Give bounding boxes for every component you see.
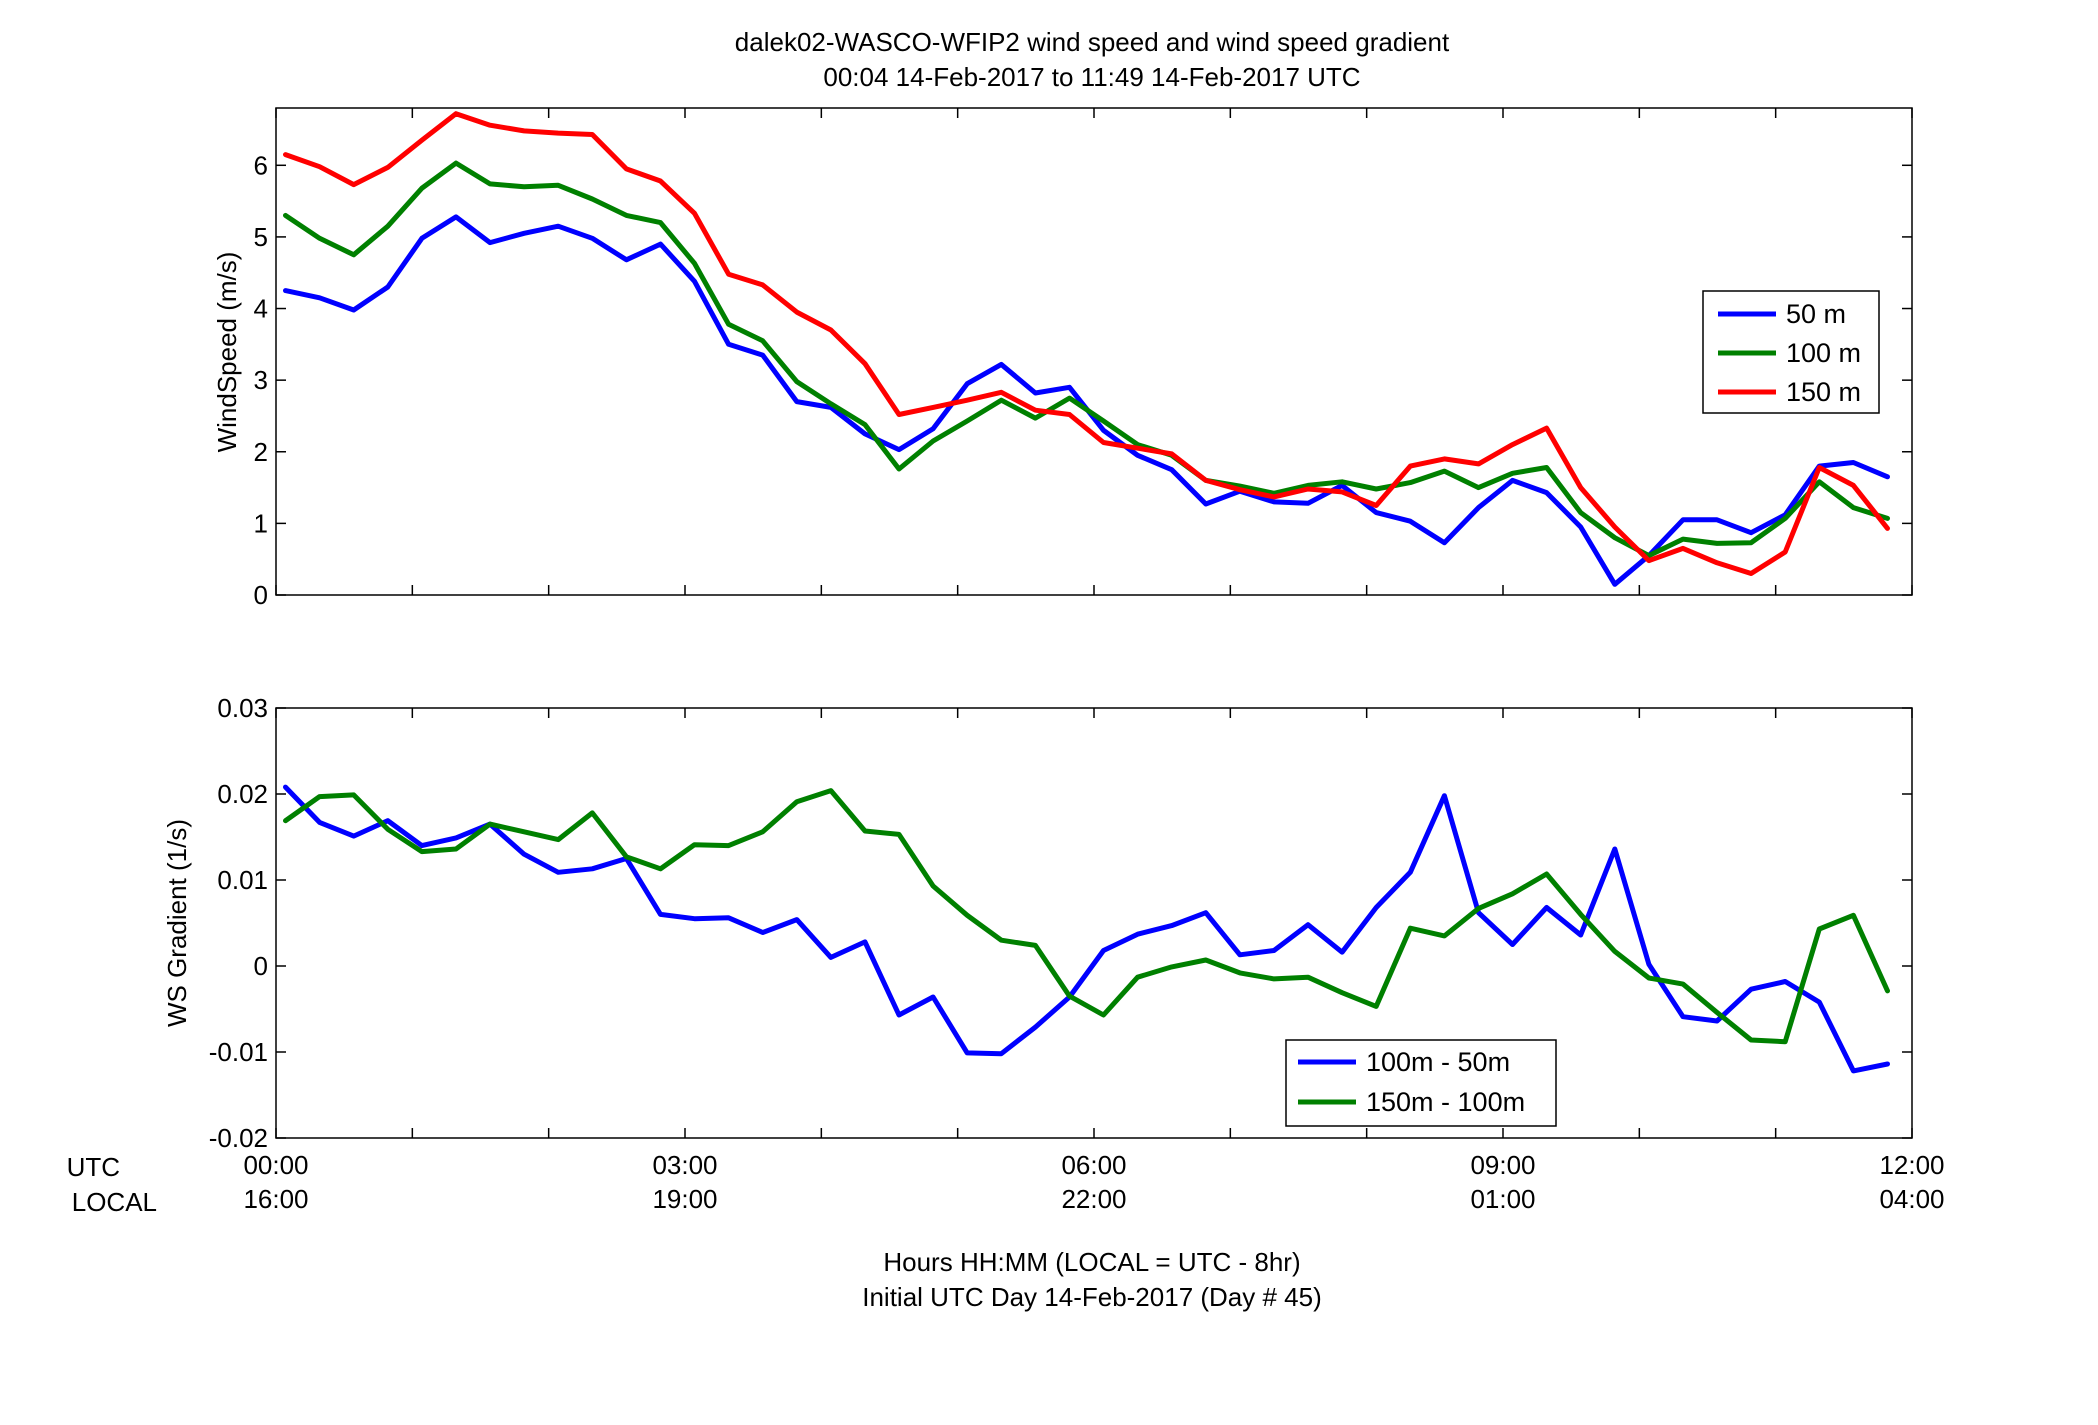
- wind-speed-y-tick-label: 2: [254, 437, 268, 467]
- local-row-label: LOCAL: [72, 1187, 157, 1217]
- wind-speed-legend: 50 m 100 m 150 m: [1702, 290, 1880, 414]
- x-tick-labels: 00:00 03:00 06:00 09:00 12:00 16:00 19:0…: [243, 1150, 1944, 1214]
- legend-label-50m: 50 m: [1786, 299, 1846, 329]
- legend-label-100m: 100 m: [1786, 338, 1861, 368]
- ws-gradient-plot-content: -0.02 -0.01 0 0.01 0.02 0.03: [209, 693, 1913, 1153]
- wind-speed-y-tick-label: 6: [254, 150, 268, 180]
- legend-label-150m: 150 m: [1786, 377, 1861, 407]
- wind-speed-panel: 0 1 2 3 4 5 6 WindSpeed (m/s) 50 m 100 m 150 m: [212, 107, 1913, 610]
- wind-speed-series-line-100-m: [283, 160, 1890, 559]
- chart-title-line2: 00:04 14-Feb-2017 to 11:49 14-Feb-2017 U…: [823, 62, 1360, 92]
- x-tick-local-1: 19:00: [652, 1184, 717, 1214]
- x-axis-label-line1: Hours HH:MM (LOCAL = UTC - 8hr): [883, 1247, 1300, 1277]
- legend-label-100m-50m: 100m - 50m: [1366, 1047, 1510, 1077]
- wind-speed-axes-box: [275, 107, 1913, 596]
- wind-speed-plot-content: 0 1 2 3 4 5 6: [254, 108, 1913, 610]
- wind-speed-y-tick-label: 3: [254, 365, 268, 395]
- ws-gradient-series-line-150m-100m: [283, 788, 1890, 1045]
- ws-gradient-y-tick-label: 0.02: [217, 779, 268, 809]
- ws-gradient-series-line-100m-50m: [283, 784, 1890, 1074]
- ws-gradient-y-tick-label: 0.03: [217, 693, 268, 723]
- ws-gradient-y-tick-label: 0.01: [217, 865, 268, 895]
- ws-gradient-y-tick-label: -0.02: [209, 1123, 268, 1153]
- ws-gradient-y-tick-label: 0: [254, 951, 268, 981]
- x-tick-local-4: 04:00: [1879, 1184, 1944, 1214]
- x-tick-local-0: 16:00: [243, 1184, 308, 1214]
- wind-speed-y-axis-label: WindSpeed (m/s): [212, 252, 242, 453]
- utc-row-label: UTC: [67, 1152, 120, 1182]
- x-tick-utc-2: 06:00: [1061, 1150, 1126, 1180]
- wind-speed-y-tick-label: 4: [254, 294, 268, 324]
- chart-title-line1: dalek02-WASCO-WFIP2 wind speed and wind …: [735, 27, 1450, 57]
- x-tick-utc-3: 09:00: [1470, 1150, 1535, 1180]
- ws-gradient-panel: -0.02 -0.01 0 0.01 0.02 0.03 WS Gradient (1/s…: [162, 693, 1913, 1153]
- ws-gradient-axes-box: [275, 707, 1913, 1139]
- ws-gradient-y-axis-label: WS Gradient (1/s): [162, 819, 192, 1027]
- wind-speed-y-tick-label: 0: [254, 580, 268, 610]
- wind-speed-y-tick-label: 1: [254, 508, 268, 538]
- x-tick-utc-1: 03:00: [652, 1150, 717, 1180]
- ws-gradient-legend-box: [1285, 1039, 1557, 1127]
- x-tick-local-3: 01:00: [1470, 1184, 1535, 1214]
- wind-speed-series-line-150-m: [283, 111, 1890, 576]
- ws-gradient-y-tick-label: -0.01: [209, 1037, 268, 1067]
- wind-speed-y-tick-label: 5: [254, 222, 268, 252]
- x-tick-local-2: 22:00: [1061, 1184, 1126, 1214]
- x-axis-label-line2: Initial UTC Day 14-Feb-2017 (Day # 45): [862, 1282, 1322, 1312]
- x-tick-utc-4: 12:00: [1879, 1150, 1944, 1180]
- x-tick-utc-0: 00:00: [243, 1150, 308, 1180]
- legend-label-150m-100m: 150m - 100m: [1366, 1087, 1525, 1117]
- ws-gradient-legend: 100m - 50m 150m - 100m: [1285, 1039, 1557, 1127]
